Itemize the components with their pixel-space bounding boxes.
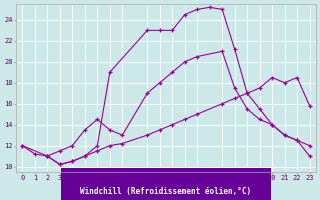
X-axis label: Windchill (Refroidissement éolien,°C): Windchill (Refroidissement éolien,°C) xyxy=(80,187,252,196)
